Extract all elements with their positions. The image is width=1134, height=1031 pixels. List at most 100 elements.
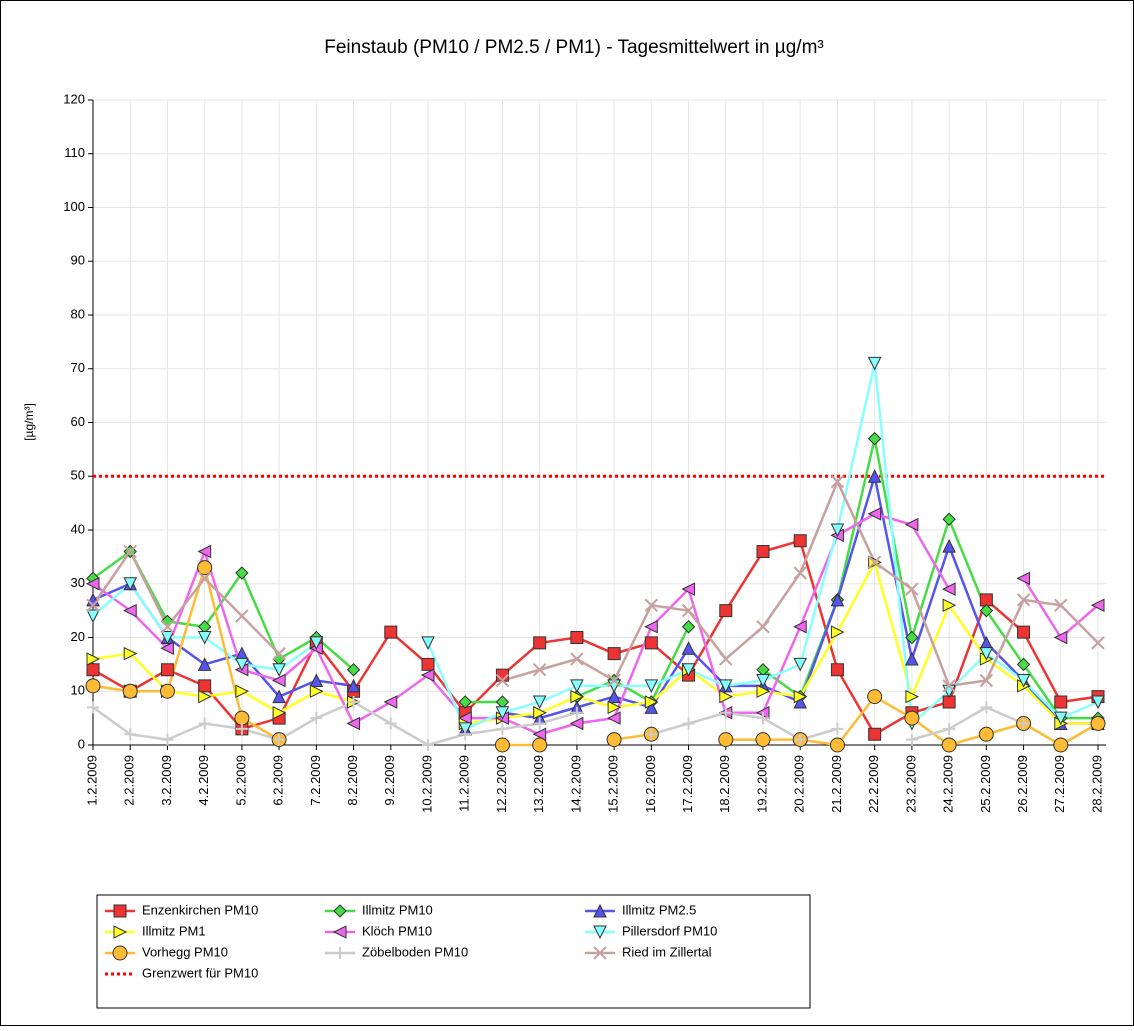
marker [1091,695,1105,710]
x-tick-label: 14.2.2009 [568,755,583,813]
marker [905,582,919,596]
marker [159,683,175,699]
x-tick-label: 28.2.2009 [1089,755,1104,813]
legend-label: Illmitz PM1 [142,923,206,938]
marker [160,663,174,677]
legend-label: Vorhegg PM10 [142,944,228,959]
x-tick-label: 16.2.2009 [643,755,658,813]
x-tick-label: 4.2.2009 [196,755,211,806]
marker [1090,716,1106,731]
x-tick-label: 15.2.2009 [606,755,621,813]
y-tick-label: 90 [71,253,85,268]
marker [755,732,771,748]
y-tick-label: 100 [63,199,85,214]
marker [756,684,771,699]
y-tick-label: 70 [71,360,85,375]
marker [904,517,919,532]
x-tick-label: 5.2.2009 [233,755,248,806]
marker [979,647,994,661]
marker [830,663,844,677]
marker [272,705,287,720]
marker [644,619,658,634]
y-tick-label: 110 [64,145,85,160]
marker [570,652,584,666]
marker [606,732,622,748]
marker [569,716,584,731]
marker [86,663,100,677]
marker [941,737,957,753]
marker [124,728,137,741]
marker [793,619,807,634]
legend-label: Illmitz PM10 [362,902,433,917]
marker [533,636,547,650]
marker [719,706,732,719]
marker [384,717,397,730]
marker [570,679,584,693]
x-tick-label: 27.2.2009 [1052,755,1067,813]
marker [198,679,212,693]
legend [96,894,811,1009]
marker [496,722,509,735]
marker [112,945,128,961]
marker [459,728,472,741]
marker [160,641,174,656]
y-tick-label: 10 [71,683,85,698]
marker [719,652,733,666]
marker [593,925,607,940]
marker [533,705,547,720]
x-tick-label: 21.2.2009 [829,755,844,813]
marker [310,712,323,725]
chart-title: Feinstaub (PM10 / PM2.5 / PM1) - Tagesmi… [324,37,823,58]
y-tick-label: 0 [78,736,85,751]
marker [235,722,248,735]
marker [532,663,547,677]
marker [421,636,435,650]
marker [1016,571,1031,586]
legend-label: Klöch PM10 [362,923,432,938]
marker [681,582,696,596]
marker [85,678,101,694]
marker [830,625,845,639]
y-tick-label: 60 [71,414,85,429]
marker [978,726,994,742]
marker [113,925,128,939]
marker [867,507,882,521]
marker [197,657,212,671]
y-tick-label: 120 [63,91,85,106]
marker [384,625,398,639]
marker [1017,625,1031,639]
marker [593,946,607,960]
marker [979,673,994,688]
marker [942,512,956,526]
marker [1016,593,1031,607]
marker [532,737,548,753]
marker [941,582,956,596]
marker [829,737,845,753]
marker [606,711,621,725]
y-tick-label: 80 [71,306,85,321]
marker [942,679,956,693]
marker [607,647,621,661]
marker [756,545,770,558]
series-line [92,562,1099,747]
marker [607,700,622,715]
marker [86,609,100,624]
x-tick-label: 18.2.2009 [717,755,732,813]
marker [719,604,733,618]
marker [346,663,361,677]
marker [346,716,361,731]
marker [122,683,138,699]
marker [1016,674,1031,688]
marker [86,652,101,666]
marker [309,684,324,699]
x-tick-label: 9.2.2009 [382,755,397,806]
marker [235,566,249,580]
marker [904,710,920,726]
marker [570,689,585,704]
marker [420,668,435,682]
marker [831,722,844,735]
marker [494,737,510,753]
marker [681,663,696,677]
marker [235,609,249,623]
